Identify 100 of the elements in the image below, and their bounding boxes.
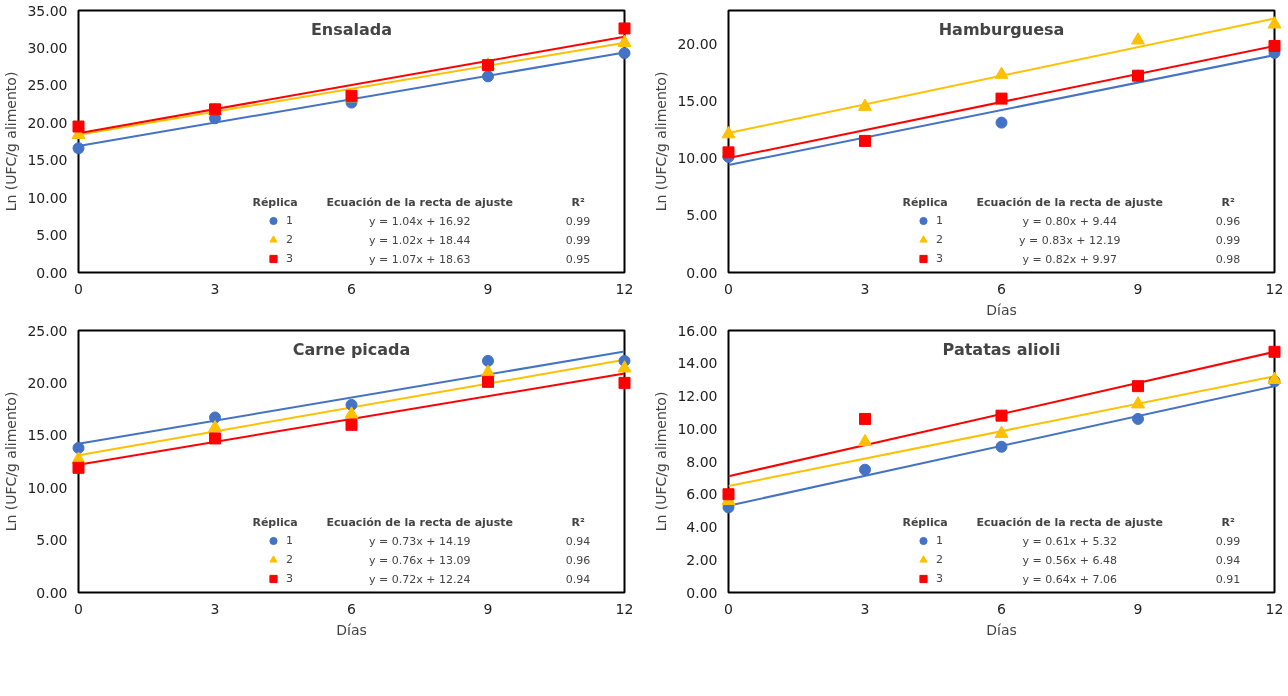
annotation: 0.96 [565, 554, 591, 567]
annotation: 0.99 [1215, 234, 1241, 247]
y-tick-label: 0.00 [36, 264, 68, 281]
text: Patatas alioli [942, 339, 1061, 359]
text: Ensalada [310, 19, 393, 39]
annotation: R² [571, 515, 585, 529]
x-axis-title: Días [986, 301, 1017, 318]
x-tick-label: 0 [74, 600, 83, 617]
y-tick-label: 12.00 [677, 388, 718, 404]
annotation: y = 0.61x + 5.32 [1022, 534, 1117, 548]
x-tick-label: 0 [74, 280, 83, 297]
annotation: R² [571, 195, 585, 209]
y-tick-label: 15.00 [677, 92, 718, 109]
legend-label: 3 [286, 251, 294, 267]
annotation: y = 0.82x + 9.97 [1022, 252, 1117, 266]
y-tick-label: 0.00 [686, 584, 718, 601]
annotation: R² [1221, 195, 1235, 209]
x-tick-label: 12 [615, 280, 634, 297]
legend-label: 1 [286, 213, 294, 229]
x-tick-label: 3 [210, 600, 220, 617]
y-tick-label: 10.00 [677, 420, 718, 437]
y-tick-label: 5.00 [36, 227, 68, 244]
legend-label: 2 [936, 232, 944, 248]
annotation: y = 0.73x + 14.19 [369, 534, 471, 548]
x-tick-label: 9 [1133, 280, 1143, 297]
annotation: y = 0.64x + 7.06 [1022, 572, 1117, 586]
annotation: y = 1.04x + 16.92 [369, 214, 471, 228]
x-tick-label: 3 [860, 600, 870, 617]
x-tick-label: 0 [724, 600, 733, 617]
legend-label: 2 [936, 552, 944, 568]
x-tick-label: 6 [997, 280, 1007, 297]
annotation: Ecuación de la recta de ajuste [976, 515, 1163, 529]
y-tick-label: 35.00 [27, 2, 68, 19]
legend-label: 2 [286, 552, 294, 568]
annotation: y = 0.72x + 12.24 [369, 572, 471, 586]
annotation: Réplica [902, 515, 948, 529]
annotation: Ecuación de la recta de ajuste [326, 195, 513, 209]
x-tick-label: 6 [347, 600, 357, 617]
annotation: Réplica [252, 515, 298, 529]
annotation: y = 1.07x + 18.63 [369, 252, 471, 266]
annotation: 0.96 [1215, 215, 1241, 228]
annotation: R² [1221, 515, 1235, 529]
y-tick-label: 5.00 [686, 207, 718, 224]
y-tick-label: 10.00 [27, 189, 68, 206]
y-axis-title: Ln (UFC/g alimento) [653, 71, 670, 212]
x-tick-label: 0 [724, 280, 733, 297]
y-tick-label: 15.00 [27, 152, 68, 169]
annotation: Réplica [252, 195, 298, 209]
annotation: y = 0.83x + 12.19 [1019, 233, 1121, 247]
y-tick-label: 10.00 [27, 479, 68, 496]
x-axis-title: Días [336, 621, 367, 638]
annotation: y = 0.76x + 13.09 [369, 553, 471, 567]
y-axis-title: Ln (UFC/g alimento) [3, 391, 20, 532]
y-tick-label: 25.00 [27, 77, 68, 94]
annotation: y = 0.56x + 6.48 [1022, 553, 1117, 567]
legend-label: 3 [936, 571, 944, 587]
x-tick-label: 9 [483, 600, 493, 617]
x-tick-label: 3 [860, 280, 870, 297]
y-axis-title: Ln (UFC/g alimento) [653, 391, 670, 532]
legend-label: 1 [936, 533, 944, 549]
annotation: 0.91 [1215, 573, 1241, 586]
annotation: y = 0.80x + 9.44 [1022, 214, 1117, 228]
legend-label: 1 [286, 533, 294, 549]
legend-label: 3 [286, 571, 294, 587]
y-tick-label: 0.00 [36, 584, 68, 601]
x-tick-label: 12 [615, 600, 634, 617]
x-tick-label: 3 [210, 280, 220, 297]
annotation: Ecuación de la recta de ajuste [326, 515, 513, 529]
legend-label: 1 [936, 213, 944, 229]
y-tick-label: 0.00 [686, 264, 718, 281]
annotation: 0.94 [565, 535, 591, 548]
y-tick-label: 30.00 [27, 39, 68, 56]
y-tick-label: 8.00 [686, 453, 718, 470]
x-axis-title: Días [986, 621, 1017, 638]
x-tick-label: 6 [347, 280, 357, 297]
annotation: 0.94 [1215, 554, 1241, 567]
annotation: 0.99 [565, 234, 591, 247]
annotation: y = 1.02x + 18.44 [369, 233, 471, 247]
x-tick-label: 9 [483, 280, 493, 297]
annotation: 0.98 [1215, 253, 1241, 266]
y-tick-label: 15.00 [27, 427, 68, 444]
x-tick-label: 9 [1133, 600, 1143, 617]
annotation: Réplica [902, 195, 948, 209]
y-tick-label: 14.00 [677, 355, 718, 372]
y-tick-label: 20.00 [27, 114, 68, 131]
text: Carne picada [292, 339, 411, 359]
annotation: Ecuación de la recta de ajuste [976, 195, 1163, 209]
legend-label: 2 [286, 232, 294, 248]
x-tick-label: 12 [1265, 600, 1284, 617]
y-tick-label: 5.00 [36, 532, 68, 549]
y-tick-label: 10.00 [677, 150, 718, 167]
y-tick-label: 4.00 [686, 519, 718, 535]
y-tick-label: 25.00 [27, 322, 68, 339]
y-tick-label: 16.00 [677, 322, 718, 339]
annotation: 0.95 [565, 253, 591, 266]
legend-label: 3 [936, 251, 944, 267]
y-tick-label: 20.00 [27, 374, 68, 391]
text: Hamburguesa [938, 19, 1065, 39]
annotation: 0.94 [565, 573, 591, 586]
y-tick-label: 20.00 [677, 35, 718, 52]
